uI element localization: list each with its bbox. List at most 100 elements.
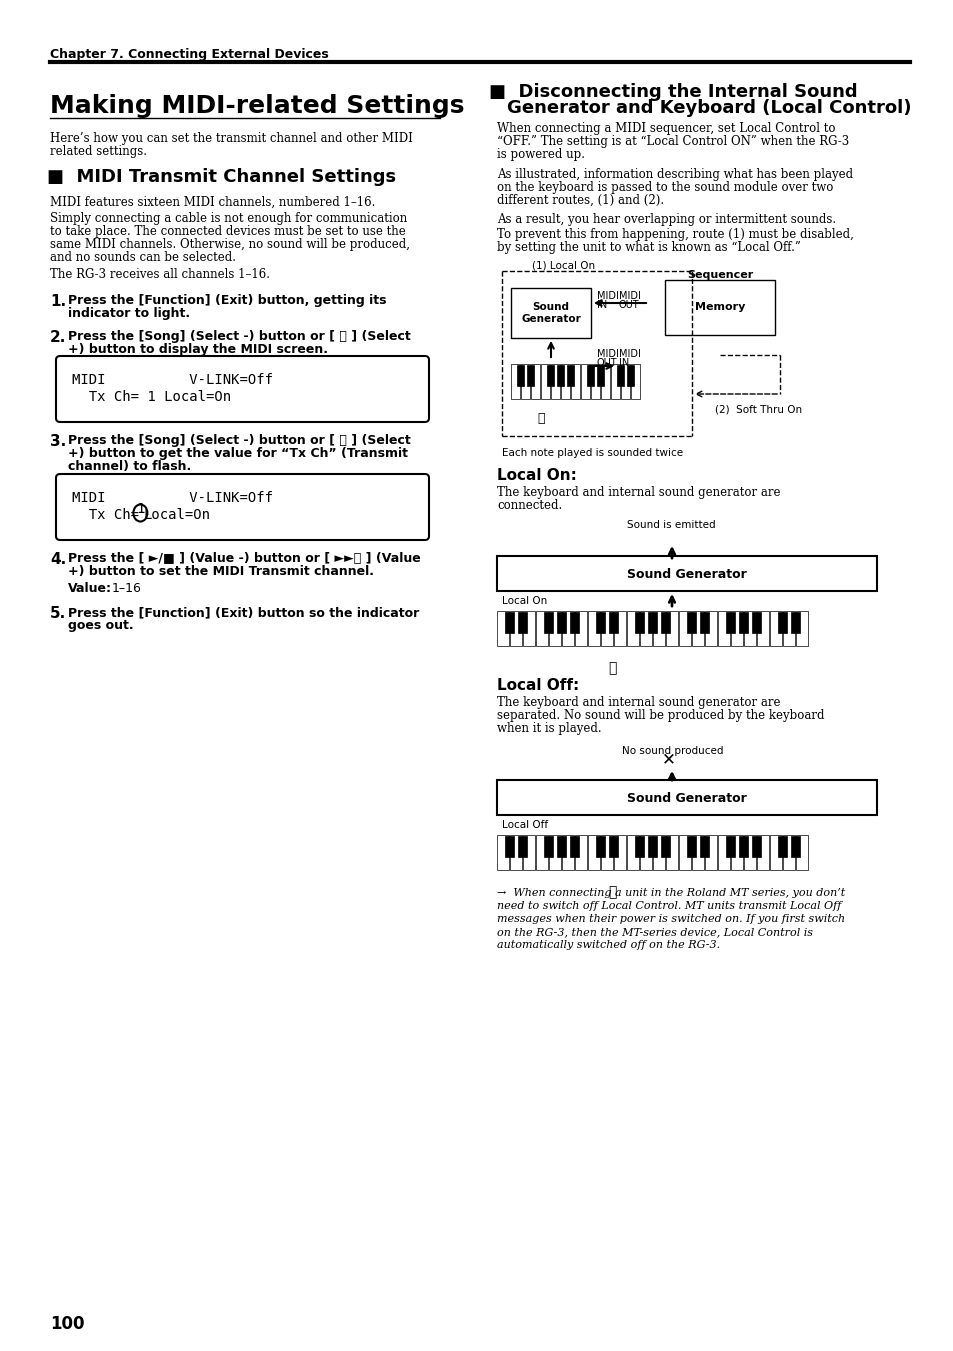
Text: IN: IN (618, 358, 629, 367)
Text: +) button to set the MIDI Transmit channel.: +) button to set the MIDI Transmit chann… (68, 565, 374, 578)
Text: MIDI: MIDI (597, 290, 618, 301)
Bar (608, 836, 618, 857)
Bar (704, 835, 717, 870)
Bar (536, 611, 547, 646)
Bar (730, 835, 742, 870)
Bar (660, 612, 669, 632)
Bar (730, 611, 742, 646)
Bar (738, 836, 747, 857)
Text: As illustrated, information describing what has been played: As illustrated, information describing w… (497, 168, 852, 181)
Bar (614, 835, 625, 870)
Text: +) button to get the value for “Tx Ch” (Transmit: +) button to get the value for “Tx Ch” (… (68, 447, 408, 459)
Bar (497, 835, 509, 870)
Text: Value:: Value: (68, 582, 112, 594)
Bar (596, 612, 604, 632)
Text: Sound: Sound (532, 303, 569, 312)
Bar (725, 612, 734, 632)
Bar (557, 836, 565, 857)
Bar (718, 835, 729, 870)
Bar (718, 611, 729, 646)
Bar (590, 363, 599, 399)
Bar (569, 612, 578, 632)
Text: goes out.: goes out. (68, 619, 133, 632)
Text: 4.: 4. (50, 553, 66, 567)
Bar (686, 612, 695, 632)
Bar (546, 365, 554, 385)
Text: “OFF.” The setting is at “Local Control ON” when the RG-3: “OFF.” The setting is at “Local Control … (497, 135, 848, 149)
Text: need to switch off Local Control. MT units transmit Local Off: need to switch off Local Control. MT uni… (497, 901, 841, 911)
Bar (630, 363, 639, 399)
Text: (1) Local On: (1) Local On (532, 259, 595, 270)
Bar (561, 835, 574, 870)
Bar (575, 835, 586, 870)
Bar (725, 836, 734, 857)
Bar (634, 836, 643, 857)
Bar (751, 836, 760, 857)
Text: MIDI          V-LINK=Off: MIDI V-LINK=Off (71, 490, 273, 505)
Text: Local=On: Local=On (144, 508, 211, 521)
Bar (597, 365, 603, 385)
Text: connected.: connected. (497, 499, 561, 512)
Bar (782, 611, 794, 646)
Text: Local Off: Local Off (501, 820, 548, 830)
Text: Local On:: Local On: (497, 467, 577, 484)
Bar (561, 611, 574, 646)
Text: When connecting a MIDI sequencer, set Local Control to: When connecting a MIDI sequencer, set Lo… (497, 122, 835, 135)
Bar (497, 557, 876, 590)
Bar (647, 836, 657, 857)
Bar (517, 836, 526, 857)
Bar (543, 836, 553, 857)
Text: 2.: 2. (50, 330, 67, 345)
Text: 1: 1 (136, 503, 145, 516)
Text: MIDI          V-LINK=Off: MIDI V-LINK=Off (71, 373, 273, 386)
Bar (575, 611, 586, 646)
Text: Press the [Function] (Exit) button, getting its: Press the [Function] (Exit) button, gett… (68, 295, 386, 307)
Text: IN: IN (597, 300, 607, 309)
Bar (626, 835, 639, 870)
Bar (517, 612, 526, 632)
Text: →  When connecting a unit in the Roland MT series, you don’t: → When connecting a unit in the Roland M… (497, 888, 844, 898)
Bar (580, 363, 589, 399)
Text: MIDI: MIDI (597, 349, 618, 359)
Bar (536, 835, 547, 870)
Bar (700, 836, 708, 857)
Bar (517, 365, 523, 385)
Bar (743, 835, 755, 870)
Bar (522, 835, 535, 870)
Bar (510, 835, 521, 870)
Bar (566, 365, 574, 385)
Text: 🖐: 🖐 (537, 412, 544, 426)
Bar (586, 365, 594, 385)
Text: on the keyboard is passed to the sound module over two: on the keyboard is passed to the sound m… (497, 181, 833, 195)
Bar (686, 836, 695, 857)
Bar (704, 611, 717, 646)
Bar (600, 363, 609, 399)
Bar (757, 611, 768, 646)
Text: Generator: Generator (520, 313, 580, 324)
Bar (751, 612, 760, 632)
Text: Memory: Memory (694, 303, 744, 312)
Text: and no sounds can be selected.: and no sounds can be selected. (50, 251, 235, 263)
Bar (777, 836, 786, 857)
Bar (626, 365, 634, 385)
Bar (557, 365, 563, 385)
Text: Each note played is sounded twice: Each note played is sounded twice (501, 449, 682, 458)
Text: OUT: OUT (618, 300, 639, 309)
Bar (660, 836, 669, 857)
Bar (679, 611, 690, 646)
Bar (664, 280, 774, 335)
Text: Here’s how you can set the transmit channel and other MIDI: Here’s how you can set the transmit chan… (50, 132, 413, 145)
Bar (652, 835, 664, 870)
Text: MIDI: MIDI (618, 290, 640, 301)
Bar (634, 612, 643, 632)
Bar (511, 288, 590, 338)
Bar (522, 611, 535, 646)
Bar (691, 835, 703, 870)
Bar (738, 612, 747, 632)
Text: separated. No sound will be produced by the keyboard: separated. No sound will be produced by … (497, 709, 823, 721)
Bar (526, 365, 534, 385)
Bar (531, 363, 539, 399)
Bar (587, 835, 599, 870)
Text: MIDI features sixteen MIDI channels, numbered 1–16.: MIDI features sixteen MIDI channels, num… (50, 196, 375, 209)
Text: Press the [Function] (Exit) button so the indicator: Press the [Function] (Exit) button so th… (68, 607, 418, 619)
